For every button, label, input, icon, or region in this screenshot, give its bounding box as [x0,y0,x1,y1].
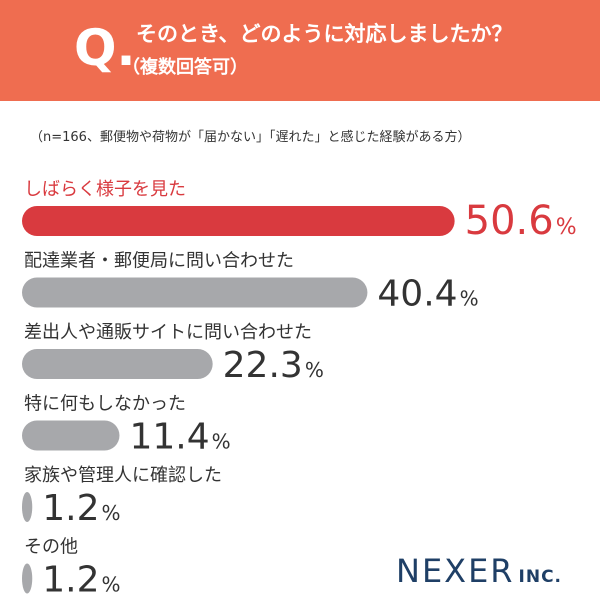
category-label: 配達業者・郵便局に問い合わせた [24,251,294,272]
bar [22,349,213,379]
sample-note: （n=166、郵便物や荷物が「届かない」「遅れた」と感じた経験がある方） [30,130,471,145]
bar [22,206,455,236]
question-subtitle: （複数回答可） [122,57,248,78]
bar [22,492,33,522]
value-label: 1.2% [42,560,120,601]
company-logo: NEXER INC. [396,551,562,597]
category-label: 差出人や通販サイトに問い合わせた [24,322,312,343]
bar [22,420,120,451]
value-label: 1.2% [42,488,120,529]
category-label: 特に何もしなかった [24,394,186,415]
question-title: そのとき、どのように対応しましたか？ [136,22,513,46]
category-label: 家族や管理人に確認した [24,465,222,486]
category-label: その他 [24,537,78,558]
logo-brand: NEXER [396,552,515,590]
value-label: 50.6% [465,198,577,244]
category-label: しばらく様子を見た [24,179,186,200]
value-label: 40.4% [377,274,478,315]
bar [22,563,33,594]
value-label: 11.4% [129,417,230,458]
question-mark: Q. [74,19,136,77]
question-header: Q. そのとき、どのように対応しましたか？ （複数回答可） [0,0,600,101]
logo-suffix: INC. [518,567,563,587]
bar [22,277,368,308]
value-label: 22.3% [223,345,324,386]
